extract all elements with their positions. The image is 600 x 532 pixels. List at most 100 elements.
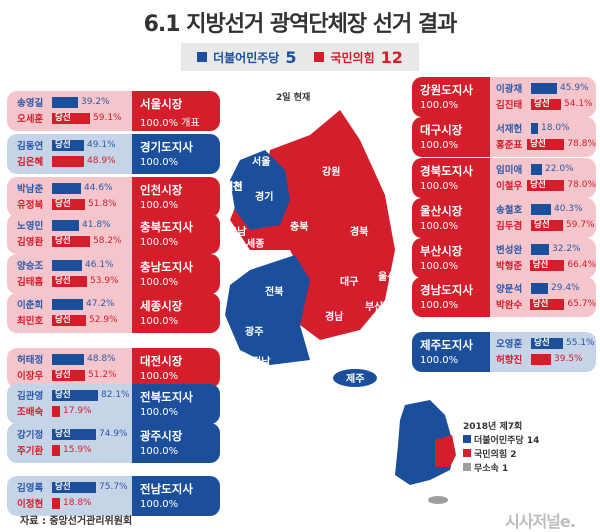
svg-text:세종: 세종 (246, 237, 264, 250)
dem-name: 이춘희 (17, 300, 44, 311)
count-pct: 100.0% (140, 407, 179, 418)
office-label: 부산시장 100.0% (412, 238, 490, 278)
ppp-name: 오세훈 (17, 114, 44, 125)
count-pct: 100.0% (420, 221, 459, 232)
ppp-bar: 당선 (52, 275, 87, 287)
dem-name: 허태정 (17, 355, 44, 366)
candidates: 오영훈 당선 55.1% 허향진 39.5% (490, 332, 596, 372)
ppp-pct: 52.9% (89, 315, 118, 325)
race-card-gyeongnam: 경남도지사 100.0% 양문석 29.4% 박완수 당선 65.7% (412, 277, 596, 317)
candidates: 서재헌 18.0% 홍준표 당선 78.8% (490, 117, 596, 157)
svg-text:서울: 서울 (252, 155, 270, 168)
ppp-pct: 78.8% (567, 139, 596, 149)
candidates: 양승조 46.1% 김태흠 당선 53.9% (7, 254, 132, 294)
brand-logo: 시사저널e. (505, 512, 576, 531)
ppp-pct: 17.9% (63, 406, 92, 416)
dem-pct: 48.8% (87, 354, 116, 364)
ppp-name: 김태흠 (17, 277, 44, 288)
office-label: 제주도지사 100.0% (412, 332, 490, 372)
dem-bar: 당선 (52, 389, 98, 401)
svg-text:대구: 대구 (340, 275, 358, 288)
race-card-jeonnam: 김영록 당선 75.7% 이정현 18.8% 전남도지사 100.0% (7, 476, 220, 516)
dem-name: 서재헌 (496, 124, 523, 135)
count-pct: 100.0% (140, 499, 179, 510)
dem-pct: 74.9% (99, 429, 128, 439)
count-pct: 100.0% (420, 300, 459, 311)
office-name: 강원도지사 (420, 83, 473, 97)
dem-bar (531, 203, 551, 215)
candidates: 김관영 당선 82.1% 조배숙 17.9% (7, 384, 132, 424)
ppp-bar: 당선 (52, 112, 90, 124)
dem-bar (531, 163, 542, 175)
office-label: 강원도지사 100.0% (412, 77, 490, 117)
ppp-name: 허향진 (496, 355, 523, 366)
race-card-gangwon: 강원도지사 100.0% 이광재 45.9% 김진태 당선 54.1% (412, 77, 596, 117)
svg-text:전북: 전북 (265, 285, 283, 298)
dem-name: 임미애 (496, 165, 523, 176)
dem-pct: 45.9% (560, 83, 589, 93)
ppp-name: 최민호 (17, 316, 44, 327)
office-name: 충남도지사 (140, 260, 193, 274)
ppp-bar (52, 444, 60, 456)
candidates: 노영민 41.8% 김영환 당선 58.2% (7, 214, 132, 254)
office-label: 경남도지사 100.0% (412, 277, 490, 317)
count-pct: 100.0% (140, 371, 179, 382)
inset-item-ppp: 국민의힘 2 (463, 446, 539, 460)
ppp-pct: 78.0% (567, 180, 596, 190)
dem-pct: 46.1% (85, 260, 114, 270)
ppp-bar (52, 405, 60, 417)
dem-pct: 75.7% (99, 482, 128, 492)
dem-pct: 47.2% (86, 299, 115, 309)
office-label: 충남도지사 100.0% (132, 254, 220, 294)
race-card-jeonbuk: 김관영 당선 82.1% 조배숙 17.9% 전북도지사 100.0% (7, 384, 220, 424)
office-name: 제주도지사 (420, 338, 473, 352)
ppp-pct: 15.9% (63, 445, 92, 455)
legend-dem-label: 더불어민주당 (213, 50, 280, 65)
legend-dem-count: 5 (285, 47, 297, 67)
race-card-incheon: 박남춘 44.6% 유정복 당선 51.8% 인천시장 100.0% (7, 177, 220, 217)
dem-name: 송영길 (17, 98, 44, 109)
dem-pct: 18.0% (541, 123, 570, 133)
ppp-pct: 59.7% (566, 220, 595, 230)
ppp-pct: 59.1% (93, 113, 122, 123)
dem-name: 양승조 (17, 261, 44, 272)
ppp-bar (531, 353, 551, 365)
dem-pct: 82.1% (101, 390, 130, 400)
ppp-bar: 당선 (531, 219, 563, 231)
dem-name: 양문석 (496, 284, 523, 295)
dem-bar (531, 243, 549, 255)
candidates: 이광재 45.9% 김진태 당선 54.1% (490, 77, 596, 117)
dem-pct: 39.2% (81, 97, 110, 107)
dem-bar: 당선 (52, 139, 84, 151)
office-label: 경북도지사 100.0% (412, 158, 490, 198)
dem-name: 김관영 (17, 391, 44, 402)
ppp-name: 유정복 (17, 200, 44, 211)
svg-text:전남: 전남 (252, 355, 271, 368)
office-name: 충북도지사 (140, 220, 193, 234)
ppp-pct: 39.5% (554, 354, 583, 364)
subtitle: 2일 현재 (276, 93, 311, 103)
dem-bar (531, 122, 538, 134)
inset-item-dem: 더불어민주당 14 (463, 432, 539, 446)
dem-name: 박남춘 (17, 184, 44, 195)
race-card-gyeonggi: 김동연 당선 49.1% 김은혜 48.9% 경기도지사 100.0% (7, 134, 220, 174)
candidates: 임미애 22.0% 이철우 당선 78.0% (490, 158, 596, 198)
ppp-name: 박완수 (496, 300, 523, 311)
dem-bar: 당선 (52, 481, 96, 493)
count-pct: 100.0% (140, 200, 179, 211)
office-name: 부산시장 (420, 244, 463, 258)
ppp-bar: 당선 (52, 235, 90, 247)
dem-bar (52, 219, 79, 231)
count-pct: 100.0% (420, 181, 459, 192)
inset-ppp-region (435, 435, 456, 467)
race-card-gyeongbuk: 경북도지사 100.0% 임미애 22.0% 이철우 당선 78.0% (412, 158, 596, 198)
office-label: 서울시장 100.0% 개표 (132, 91, 220, 131)
ppp-swatch-icon (463, 449, 471, 457)
region-gyeonggi (230, 150, 290, 230)
ind-swatch-icon (463, 463, 471, 471)
race-card-chungnam: 양승조 46.1% 김태흠 당선 53.9% 충남도지사 100.0% (7, 254, 220, 294)
ppp-bar: 당선 (527, 138, 565, 150)
svg-text:충북: 충북 (290, 220, 308, 233)
legend-ppp-count: 12 (380, 47, 403, 67)
ppp-bar: 당선 (529, 298, 565, 310)
